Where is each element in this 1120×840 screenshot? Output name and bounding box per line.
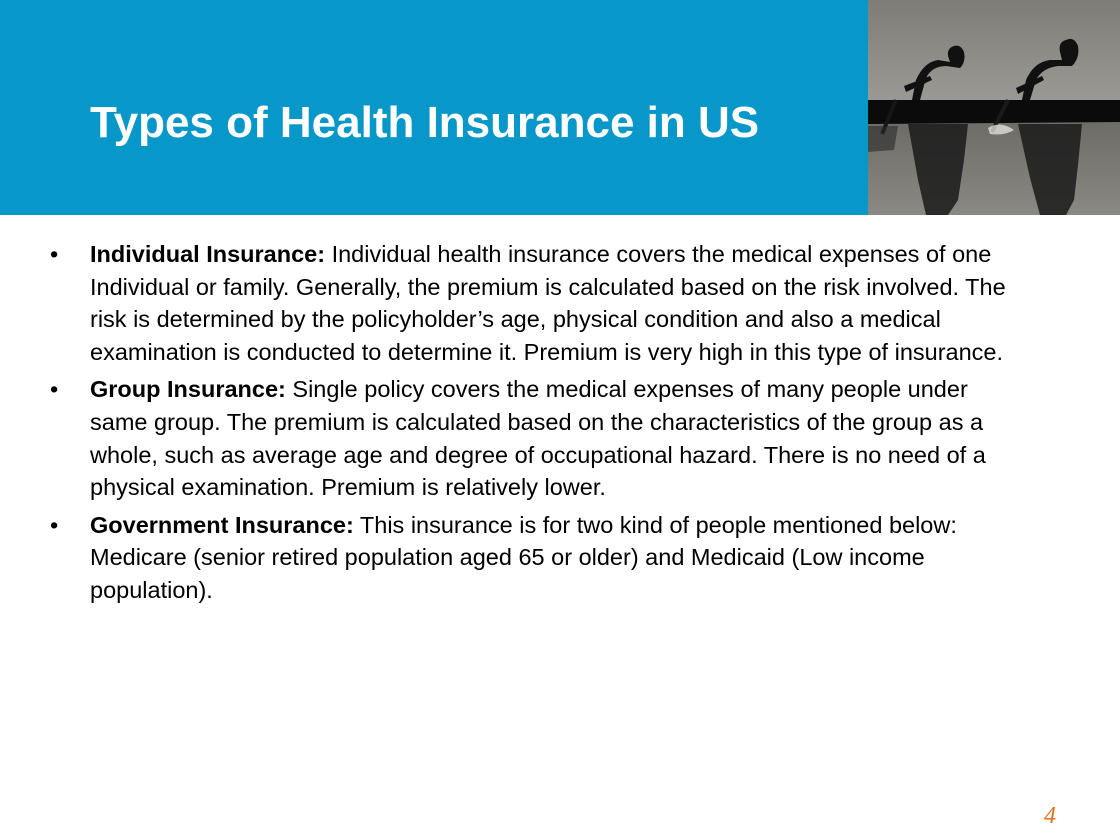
bullet-term: Government Insurance: bbox=[90, 511, 354, 538]
rowers-photo-art bbox=[868, 0, 1120, 215]
bullet-marker: • bbox=[50, 376, 59, 403]
bullet-term: Group Insurance: bbox=[90, 376, 286, 403]
header-band bbox=[0, 0, 868, 215]
bullet-item-individual-insurance: • Individual Insurance: Individual healt… bbox=[50, 238, 1030, 368]
bullet-list: • Individual Insurance: Individual healt… bbox=[50, 238, 1030, 612]
bullet-marker: • bbox=[50, 511, 59, 538]
bullet-term: Individual Insurance: bbox=[90, 241, 326, 267]
bullet-text: Single policy covers the medical expense… bbox=[90, 376, 986, 501]
slide-title: Types of Health Insurance in US bbox=[90, 98, 760, 147]
page-number: 4 bbox=[1044, 803, 1056, 829]
bullet-text: Individual health insurance covers the m… bbox=[90, 241, 1006, 365]
bullet-marker: • bbox=[50, 241, 59, 267]
bullet-text: This insurance is for two kind of people… bbox=[90, 511, 957, 603]
bullet-item-group-insurance: • Group Insurance: Single policy covers … bbox=[50, 373, 1030, 503]
rowers-photo bbox=[868, 0, 1120, 215]
bullet-item-government-insurance: • Government Insurance: This insurance i… bbox=[50, 509, 1030, 607]
